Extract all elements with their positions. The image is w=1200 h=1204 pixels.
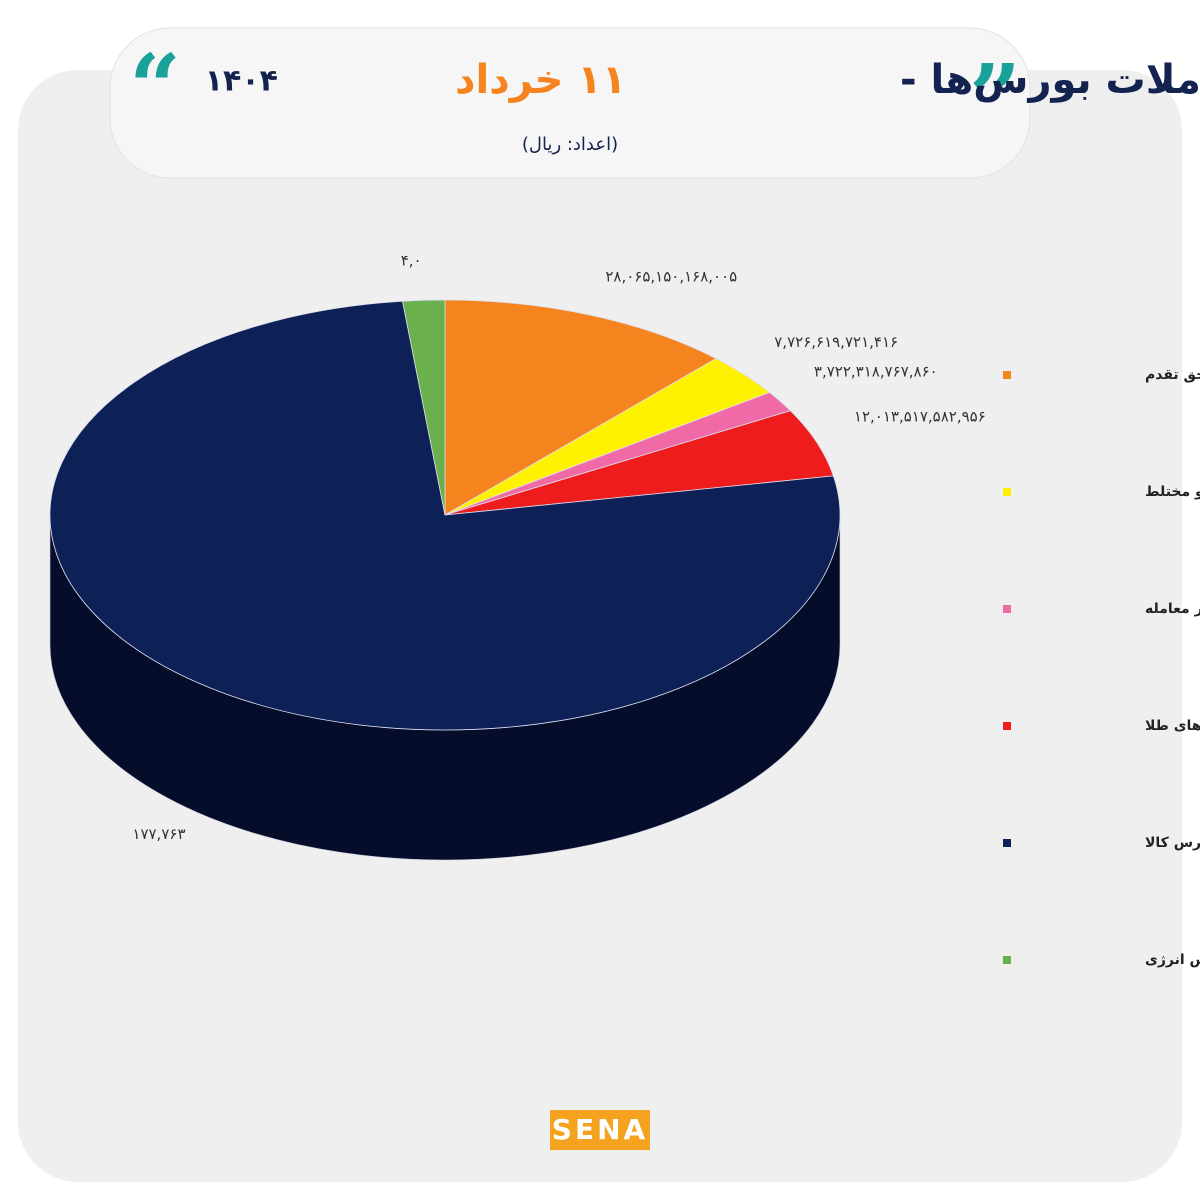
legend-swatch <box>1003 722 1011 730</box>
data-label: ۱۷۷,۷۶۳ <box>132 825 185 843</box>
pie-slice <box>402 299 446 516</box>
data-label: ۳,۷۲۲,۳۱۸,۷۶۷,۸۶۰ <box>814 363 938 381</box>
title-year: ۱۴۰۴ <box>205 64 278 99</box>
data-label: ۱۲,۰۱۳,۵۱۷,۵۸۲,۹۵۶ <box>854 408 986 426</box>
title-date: ۱۱ خرداد <box>455 57 626 103</box>
legend-swatch <box>1003 839 1011 847</box>
quote-mark: ” <box>969 45 1021 151</box>
legend-label: بازار فیزیکی بورس کالا <box>1145 835 1200 851</box>
legend-label: بازار فیزیکی بورس انرژی <box>1145 952 1200 968</box>
logo: SENA <box>552 1113 648 1146</box>
chart-title: ارزش معاملات بورس‌ها - <box>900 57 1200 103</box>
pie-slice <box>444 299 717 516</box>
legend-swatch <box>1003 488 1011 496</box>
subtitle: (اعداد: ریال) <box>522 134 618 155</box>
legend-label: اختیار معامله <box>1145 601 1200 617</box>
legend-swatch <box>1003 371 1011 379</box>
legend-label: صندوق های طلا <box>1145 718 1200 734</box>
data-label: ۷,۷۲۶,۶۱۹,۷۲۱,۴۱۶ <box>774 333 898 351</box>
legend-swatch <box>1003 605 1011 613</box>
legend-swatch <box>1003 956 1011 964</box>
logo-box <box>550 1110 650 1150</box>
data-label: ۴,۰ <box>401 251 422 269</box>
pie-slice <box>49 300 841 731</box>
legend-label: صندوق سهامی و مختلط <box>1145 484 1200 500</box>
data-label: ۲۸,۰۶۵,۱۵۰,۱۶۸,۰۰۵ <box>605 268 737 286</box>
title-box <box>109 27 1031 179</box>
legend-label: سهام و حق تقدم <box>1145 367 1200 383</box>
quote-mark: “ <box>129 35 181 141</box>
